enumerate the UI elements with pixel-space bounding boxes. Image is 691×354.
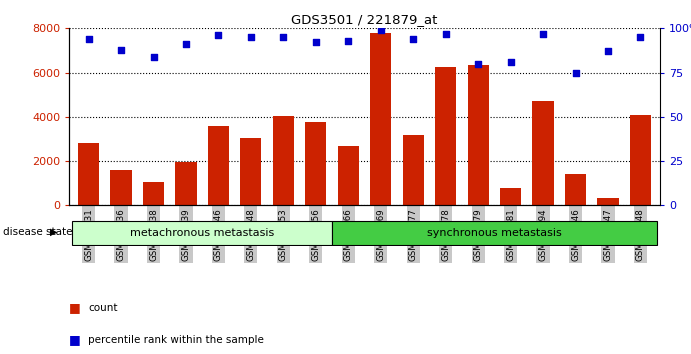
Title: GDS3501 / 221879_at: GDS3501 / 221879_at xyxy=(292,13,437,26)
Point xyxy=(213,33,224,38)
Point xyxy=(148,54,159,59)
Point xyxy=(310,40,321,45)
Bar xyxy=(73,221,332,245)
Bar xyxy=(208,126,229,205)
Point xyxy=(635,34,646,40)
Text: synchronous metastasis: synchronous metastasis xyxy=(427,228,562,238)
Point xyxy=(603,48,614,54)
Bar xyxy=(370,33,391,205)
Point xyxy=(245,34,256,40)
Bar xyxy=(598,198,618,205)
Bar xyxy=(533,101,553,205)
Bar xyxy=(403,135,424,205)
Bar xyxy=(273,116,294,205)
Point xyxy=(343,38,354,44)
Bar xyxy=(630,115,651,205)
Point xyxy=(408,36,419,42)
Point xyxy=(473,61,484,67)
Point xyxy=(180,41,191,47)
Bar xyxy=(500,188,521,205)
Bar xyxy=(240,138,261,205)
Text: count: count xyxy=(88,303,118,313)
Text: ▶: ▶ xyxy=(50,227,58,237)
Point xyxy=(115,47,126,52)
Bar xyxy=(435,67,456,205)
Point xyxy=(278,34,289,40)
Text: disease state: disease state xyxy=(3,227,73,237)
Point xyxy=(505,59,516,65)
Point xyxy=(375,27,386,33)
Bar xyxy=(305,122,326,205)
Bar xyxy=(111,170,131,205)
Point xyxy=(440,31,451,36)
Bar xyxy=(332,221,656,245)
Point xyxy=(538,31,549,36)
Text: metachronous metastasis: metachronous metastasis xyxy=(130,228,274,238)
Bar xyxy=(338,145,359,205)
Bar xyxy=(565,175,586,205)
Text: ■: ■ xyxy=(69,333,81,346)
Bar xyxy=(143,182,164,205)
Point xyxy=(83,36,94,42)
Bar xyxy=(176,162,196,205)
Bar xyxy=(78,143,99,205)
Text: ■: ■ xyxy=(69,302,81,314)
Text: percentile rank within the sample: percentile rank within the sample xyxy=(88,335,265,345)
Point xyxy=(570,70,581,75)
Bar xyxy=(468,65,489,205)
